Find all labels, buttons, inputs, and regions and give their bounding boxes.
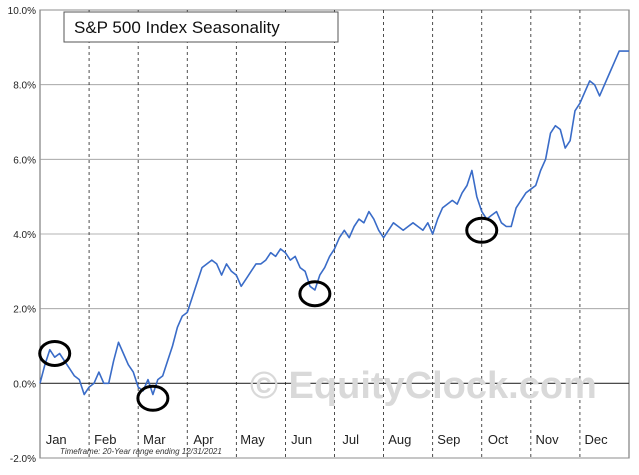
x-tick-label: Nov <box>535 432 559 447</box>
y-tick-label: -2.0% <box>10 454 36 465</box>
x-tick-label: Jul <box>342 432 359 447</box>
x-tick-label: Sep <box>437 432 460 447</box>
y-axis-ticks: 10.0% 8.0% 6.0% 4.0% 2.0% 0.0% -2.0% <box>8 6 36 465</box>
highlight-circle <box>38 339 72 367</box>
y-tick-label: 4.0% <box>13 230 36 241</box>
chart-title: S&P 500 Index Seasonality <box>74 18 280 37</box>
x-tick-label: Aug <box>388 432 411 447</box>
series-line <box>39 50 629 396</box>
month-separators <box>88 10 581 458</box>
highlight-layer <box>38 216 499 412</box>
y-tick-label: 6.0% <box>13 155 36 166</box>
highlight-circle <box>465 216 499 244</box>
y-tick-label: 8.0% <box>13 81 36 92</box>
x-tick-label: Mar <box>143 432 166 447</box>
highlight-circle <box>298 280 332 308</box>
chart-footnote: Timeframe: 20-Year range ending 12/31/20… <box>60 447 222 456</box>
y-tick-label: 10.0% <box>8 6 36 17</box>
watermark-text: © EquityClock.com <box>250 365 597 407</box>
y-tick-label: 2.0% <box>13 305 36 316</box>
x-tick-label: Apr <box>193 432 214 447</box>
x-tick-label: Dec <box>585 432 609 447</box>
x-tick-label: Oct <box>488 432 509 447</box>
highlight-circle <box>136 384 170 412</box>
chart-title-box: S&P 500 Index Seasonality <box>63 11 339 43</box>
y-tick-label: 0.0% <box>13 379 36 390</box>
series-layer <box>39 50 629 396</box>
x-tick-label: May <box>240 432 265 447</box>
x-tick-label: Jan <box>46 432 67 447</box>
x-axis-month-labels: Jan Feb Mar Apr May Jun Jul Aug Sep Oct Nov Dec <box>46 432 608 447</box>
x-tick-label: Jun <box>291 432 312 447</box>
x-tick-label: Feb <box>94 432 116 447</box>
title-box-border <box>63 11 339 43</box>
